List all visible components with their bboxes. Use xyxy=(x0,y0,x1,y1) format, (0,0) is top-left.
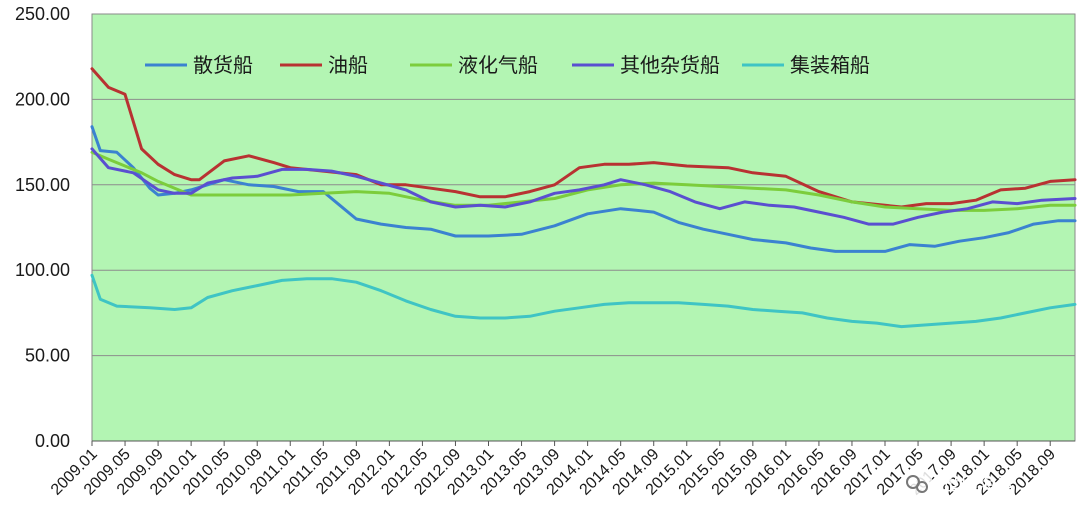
series-line-0 xyxy=(90,125,1077,253)
legend-label-4: 集装箱船 xyxy=(790,53,870,77)
legend: 散货船 油船 液化气船 其他杂货船 集装箱船 xyxy=(145,53,870,77)
y-axis-ticks: 0.00 50.00 100.00 150.00 200.00 250.00 xyxy=(15,4,70,451)
watermark-text: 世界海运 xyxy=(942,475,1014,496)
y-tick-label: 250.00 xyxy=(15,4,70,24)
y-tick-label: 50.00 xyxy=(25,346,70,366)
series-line-1 xyxy=(90,67,1077,209)
legend-label-1: 油船 xyxy=(328,53,368,77)
legend-label-0: 散货船 xyxy=(193,53,253,77)
y-tick-label: 0.00 xyxy=(35,431,70,451)
y-tick-label: 200.00 xyxy=(15,89,70,109)
plot-area xyxy=(91,13,1076,442)
legend-label-2: 液化气船 xyxy=(458,53,538,77)
series-line-3 xyxy=(90,147,1077,226)
series-lines xyxy=(90,67,1077,329)
series-line-4 xyxy=(90,273,1077,329)
legend-label-3: 其他杂货船 xyxy=(620,53,720,77)
wechat-icon xyxy=(903,469,933,499)
watermark: 世界海运 xyxy=(903,469,1014,499)
y-tick-label: 150.00 xyxy=(15,175,70,195)
y-tick-label: 100.00 xyxy=(15,260,70,280)
